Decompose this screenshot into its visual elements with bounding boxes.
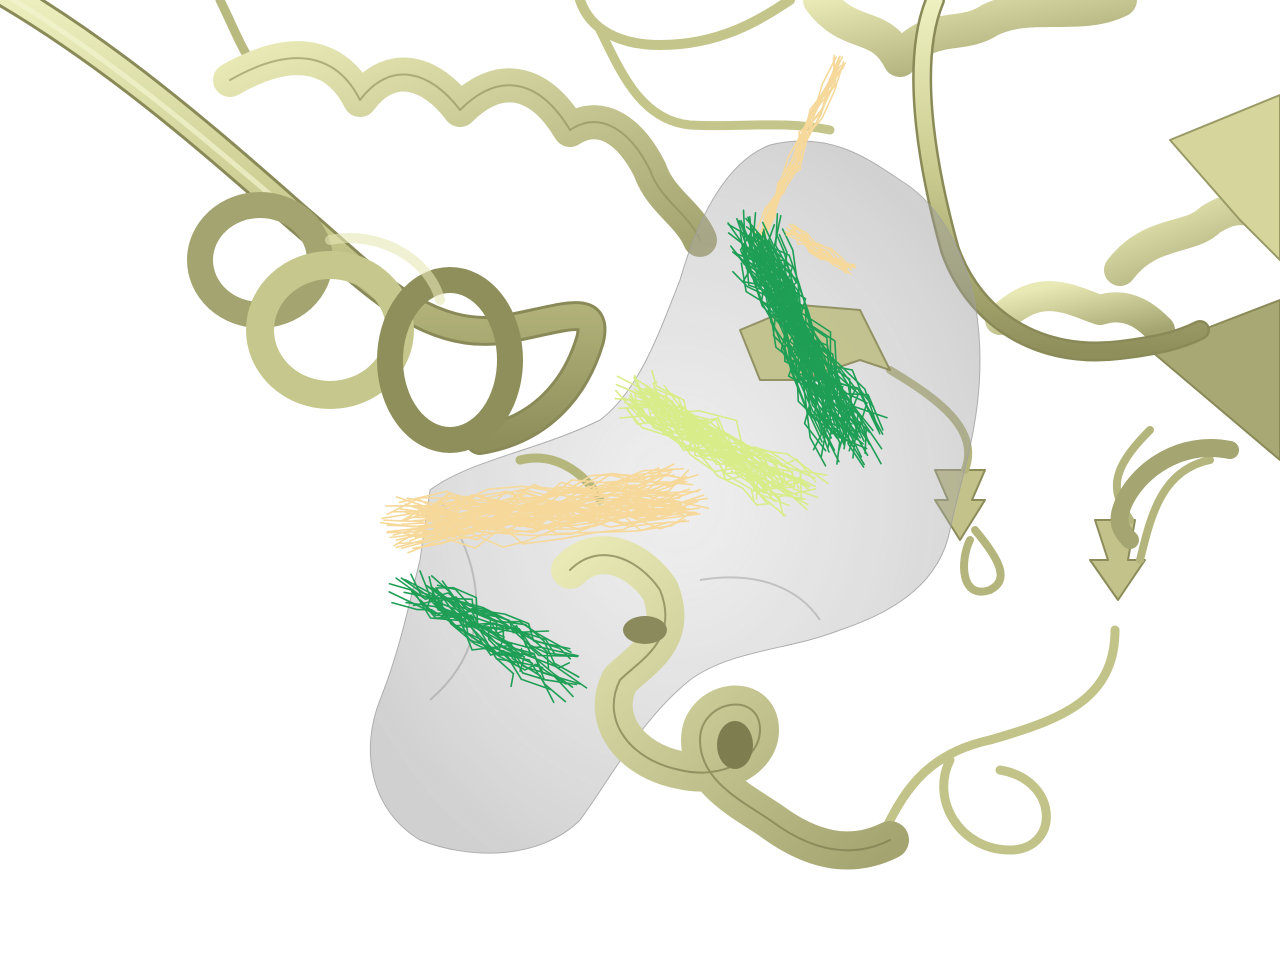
ligand-stick xyxy=(412,516,670,550)
ligand-stick xyxy=(381,463,675,520)
helix-lower-hole xyxy=(623,616,667,644)
ligand-stick xyxy=(427,586,570,670)
ligand-stick xyxy=(634,392,817,498)
ligand-stick xyxy=(388,582,526,658)
ligand-stick xyxy=(754,54,835,244)
loop-top-center-2 xyxy=(595,25,835,135)
ligand-stick xyxy=(425,584,526,672)
ligand-stick xyxy=(406,494,675,539)
ligand-stick xyxy=(426,597,573,657)
ligand-stick xyxy=(400,475,688,549)
ligand-stick xyxy=(635,378,828,476)
ligand-stick xyxy=(400,577,550,634)
ligand-stick xyxy=(786,227,856,269)
ligand-stick xyxy=(757,242,833,449)
ligand-stick xyxy=(762,247,846,445)
ligand-stick xyxy=(391,601,534,665)
ligand-stick xyxy=(395,500,679,541)
coil-tube-right-2 xyxy=(1110,439,1239,549)
ligand-stick xyxy=(430,575,524,658)
ligand-stick xyxy=(727,232,882,465)
ligand-stick xyxy=(400,473,684,522)
beta-sheet-right xyxy=(1169,94,1280,261)
loop-top-center xyxy=(575,0,795,50)
ligand-stick xyxy=(615,383,800,489)
helix-right-mid xyxy=(985,281,1175,345)
ligand-stick xyxy=(392,471,672,536)
ligand-stick xyxy=(395,505,679,549)
ligand-stick xyxy=(644,387,809,506)
ligand-pose-bundle xyxy=(379,54,888,704)
ligand-stick xyxy=(732,248,865,442)
loop-bottom-right xyxy=(875,625,1120,855)
ligand-stick xyxy=(740,262,840,463)
ligand-stick xyxy=(416,497,698,521)
ligand-stick xyxy=(441,580,574,698)
ligand-stick xyxy=(793,225,848,269)
ligand-stick xyxy=(617,406,786,482)
ligand-stick xyxy=(428,575,517,666)
ligand-stick xyxy=(410,486,652,540)
ligand-stick xyxy=(410,590,555,704)
ligand-stick xyxy=(772,214,856,432)
ligand-stick xyxy=(419,467,660,516)
ligand-stick xyxy=(762,228,884,431)
ligand-stick xyxy=(762,64,842,243)
ligand-stick xyxy=(764,249,827,452)
protein-ribbon xyxy=(0,0,1280,855)
ligand-stick xyxy=(733,252,830,453)
loop-right-2 xyxy=(960,526,1005,596)
ligand-stick xyxy=(746,260,834,435)
ligand-stick xyxy=(785,233,856,267)
helix-coil-left-3 xyxy=(377,267,523,453)
ligand-stick xyxy=(655,398,765,494)
ligand-stick xyxy=(432,592,532,654)
ligand-stick xyxy=(746,236,831,417)
ligand-stick xyxy=(435,586,557,657)
ligand-stick xyxy=(403,591,588,689)
ligand-stick xyxy=(391,493,673,519)
ligand-stick xyxy=(412,496,681,526)
ligand-stick xyxy=(419,599,552,691)
ligand-stick xyxy=(408,469,690,542)
ligand-stick xyxy=(402,494,676,522)
ligand-stick xyxy=(651,369,782,501)
ligand-stick xyxy=(430,468,666,510)
helix-top-right xyxy=(803,0,1137,77)
ligand-stick xyxy=(761,221,838,439)
ligand-stick xyxy=(768,259,862,428)
